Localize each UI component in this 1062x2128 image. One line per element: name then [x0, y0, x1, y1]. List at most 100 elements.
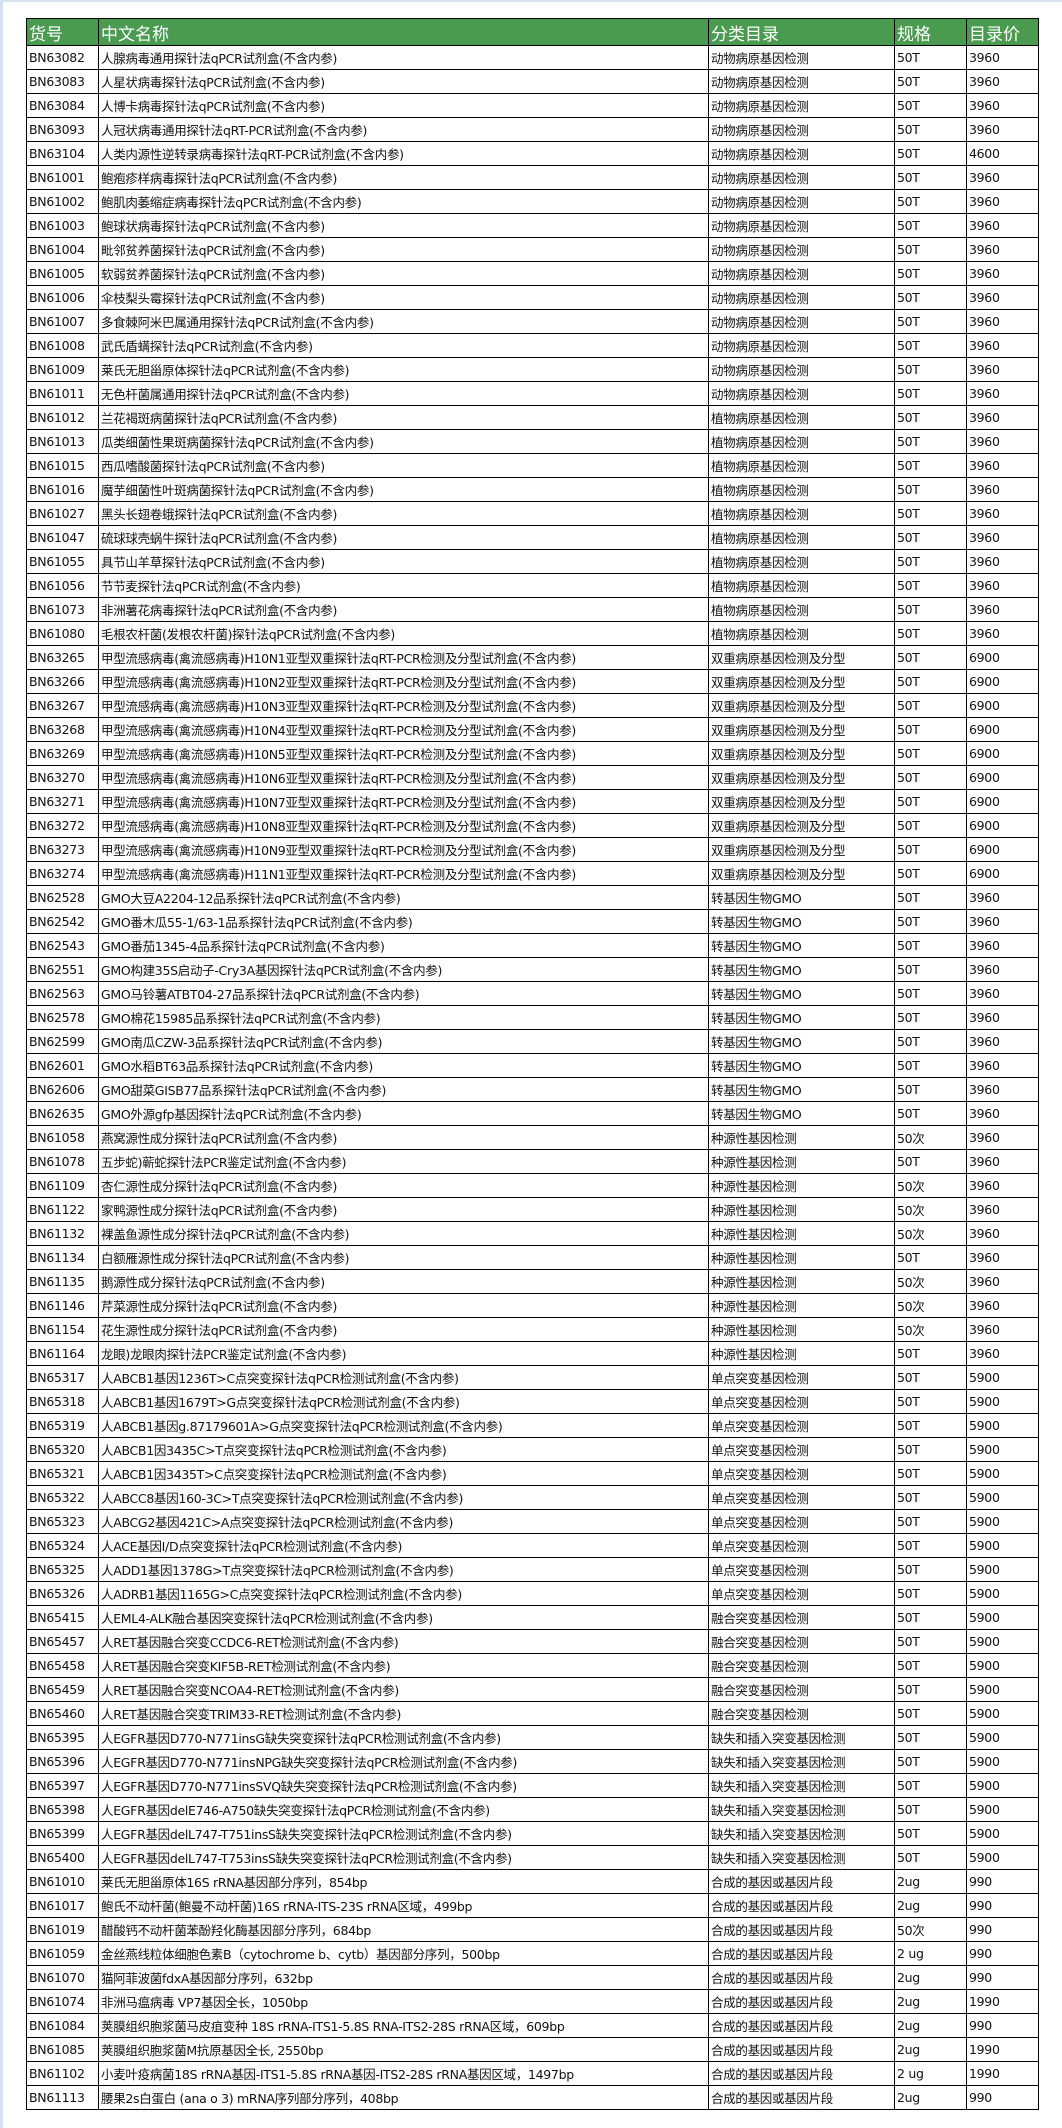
spec-cell: 50T: [894, 765, 967, 790]
product-name-cell: 鲍疱疹样病毒探针法qPCR试剂盒(不含内参): [98, 165, 709, 190]
table-row: BN65396 人EGFR基因D770-N771insNPG缺失突变探针法qPCR…: [26, 1749, 1039, 1774]
column-header-name: 中文名称: [98, 18, 709, 46]
table-row: BN61073 非洲薯花病毒探针法qPCR试剂盒(不含内参) 植物病原基因检测 50T…: [26, 597, 1039, 622]
category-cell: 单点突变基因检测: [708, 1557, 895, 1582]
product-name-cell: 人ABCB1基因g.87179601A>G点突变探针法qPCR检测试剂盒(不含内…: [98, 1413, 709, 1438]
product-code-cell: BN63266: [26, 669, 99, 694]
table-row: BN65400 人EGFR基因delL747-T753insS缺失突变探针法qPC…: [26, 1845, 1039, 1870]
product-name-cell: 人ADRB1基因1165G>C点突变探针法qPCR检测试剂盒(不含内参): [98, 1581, 709, 1606]
category-cell: 双重病原基因检测及分型: [708, 669, 895, 694]
product-code-cell: BN61004: [26, 237, 99, 262]
spec-cell: 50T: [894, 1365, 967, 1390]
product-name-cell: 西瓜嗜酸菌探针法qPCR试剂盒(不含内参): [98, 453, 709, 478]
product-name-cell: 人RET基因融合突变NCOA4-RET检测试剂盒(不含内参): [98, 1677, 709, 1702]
product-code-cell: BN63267: [26, 693, 99, 718]
price-cell: 5900: [966, 1701, 1039, 1726]
price-cell: 6900: [966, 789, 1039, 814]
table-row: BN61007 多食棘阿米巴属通用探针法qPCR试剂盒(不含内参) 动物病原基因检测…: [26, 309, 1039, 334]
product-code-cell: BN61002: [26, 189, 99, 214]
category-cell: 融合突变基因检测: [708, 1629, 895, 1654]
product-code-cell: BN63272: [26, 813, 99, 838]
product-code-cell: BN61017: [26, 1893, 99, 1918]
spec-cell: 50T: [894, 1389, 967, 1414]
price-cell: 3960: [966, 1077, 1039, 1102]
category-cell: 种源性基因检测: [708, 1245, 895, 1270]
window-frame-left: [0, 0, 3, 2128]
spec-cell: 2ug: [894, 1893, 967, 1918]
table-row: BN61109 杏仁源性成分探针法qPCR试剂盒(不含内参) 种源性基因检测 50次 3…: [26, 1173, 1039, 1198]
price-cell: 6900: [966, 717, 1039, 742]
category-cell: 转基因生物GMO: [708, 1053, 895, 1078]
product-name-cell: 人ABCB1基因1679T>G点突变探针法qPCR检测试剂盒(不含内参): [98, 1389, 709, 1414]
product-name-cell: 非洲薯花病毒探针法qPCR试剂盒(不含内参): [98, 597, 709, 622]
price-cell: 3960: [966, 405, 1039, 430]
spec-cell: 2ug: [894, 1989, 967, 2014]
product-name-cell: 腰果2s白蛋白 (ana o 3) mRNA序列部分序列，408bp: [98, 2085, 709, 2110]
table-row: BN65325 人ADD1基因1378G>T点突变探针法qPCR检测试剂盒(不含内…: [26, 1557, 1039, 1582]
product-code-cell: BN61011: [26, 381, 99, 406]
table-row: BN62528 GMO大豆A2204-12品系探针法qPCR试剂盒(不含内参) 转基…: [26, 885, 1039, 910]
price-cell: 3960: [966, 237, 1039, 262]
category-cell: 转基因生物GMO: [708, 1101, 895, 1126]
table-row: BN62543 GMO番茄1345-4品系探针法qPCR试剂盒(不含内参) 转基因生…: [26, 933, 1039, 958]
product-name-cell: 人RET基因融合突变TRIM33-RET检测试剂盒(不含内参): [98, 1701, 709, 1726]
table-row: BN61003 鲍球状病毒探针法qPCR试剂盒(不含内参) 动物病原基因检测 50T 3…: [26, 213, 1039, 238]
product-code-cell: BN61154: [26, 1317, 99, 1342]
table-row: BN65399 人EGFR基因delL747-T751insS缺失突变探针法qPC…: [26, 1821, 1039, 1846]
table-row: BN65323 人ABCG2基因421C>A点突变探针法qPCR检测试剂盒(不含内…: [26, 1509, 1039, 1534]
spec-cell: 50T: [894, 549, 967, 574]
price-cell: 3960: [966, 309, 1039, 334]
price-cell: 3960: [966, 1269, 1039, 1294]
table-row: BN62578 GMO棉花15985品系探针法qPCR试剂盒(不含内参) 转基因生物…: [26, 1005, 1039, 1030]
spec-cell: 50T: [894, 669, 967, 694]
category-cell: 种源性基因检测: [708, 1197, 895, 1222]
product-code-cell: BN61013: [26, 429, 99, 454]
spec-cell: 50T: [894, 1773, 967, 1798]
spec-cell: 50T: [894, 861, 967, 886]
price-cell: 3960: [966, 549, 1039, 574]
product-code-cell: BN63270: [26, 765, 99, 790]
product-code-cell: BN61010: [26, 1869, 99, 1894]
spec-cell: 50T: [894, 741, 967, 766]
spec-cell: 2 ug: [894, 1941, 967, 1966]
category-cell: 融合突变基因检测: [708, 1605, 895, 1630]
table-row: BN61027 黑头长翅卷蛾探针法qPCR试剂盒(不含内参) 植物病原基因检测 50T…: [26, 501, 1039, 526]
price-cell: 3960: [966, 981, 1039, 1006]
product-name-cell: 人RET基因融合突变KIF5B-RET检测试剂盒(不含内参): [98, 1653, 709, 1678]
spec-cell: 50T: [894, 261, 967, 286]
category-cell: 动物病原基因检测: [708, 285, 895, 310]
product-code-cell: BN61047: [26, 525, 99, 550]
category-cell: 转基因生物GMO: [708, 909, 895, 934]
product-name-cell: 鹅源性成分探针法qPCR试剂盒(不含内参): [98, 1269, 709, 1294]
price-cell: 5900: [966, 1485, 1039, 1510]
table-row: BN61004 毗邻贫养菌探针法qPCR试剂盒(不含内参) 动物病原基因检测 50T 3…: [26, 237, 1039, 262]
product-name-cell: 白额雁源性成分探针法qPCR试剂盒(不含内参): [98, 1245, 709, 1270]
category-cell: 合成的基因或基因片段: [708, 1965, 895, 1990]
table-row: BN61102 小麦叶疫病菌18S rRNA基因-ITS1-5.8S rRNA基因…: [26, 2061, 1039, 2086]
product-name-cell: 人类内源性逆转录病毒探针法qRT-PCR试剂盒(不含内参): [98, 141, 709, 166]
category-cell: 动物病原基因检测: [708, 117, 895, 142]
product-code-cell: BN61132: [26, 1221, 99, 1246]
product-code-cell: BN61056: [26, 573, 99, 598]
category-cell: 动物病原基因检测: [708, 309, 895, 334]
price-cell: 990: [966, 2013, 1039, 2038]
spec-cell: 50T: [894, 333, 967, 358]
spec-cell: 2ug: [894, 1869, 967, 1894]
category-cell: 动物病原基因检测: [708, 213, 895, 238]
product-name-cell: 瓜类细菌性果斑病菌探针法qPCR试剂盒(不含内参): [98, 429, 709, 454]
price-cell: 990: [966, 1917, 1039, 1942]
category-cell: 单点突变基因检测: [708, 1413, 895, 1438]
spec-cell: 50T: [894, 933, 967, 958]
price-cell: 6900: [966, 645, 1039, 670]
price-cell: 3960: [966, 357, 1039, 382]
spec-cell: 50T: [894, 621, 967, 646]
price-cell: 3960: [966, 93, 1039, 118]
table-row: BN61134 白额雁源性成分探针法qPCR试剂盒(不含内参) 种源性基因检测 50T…: [26, 1245, 1039, 1270]
table-row: BN61135 鹅源性成分探针法qPCR试剂盒(不含内参) 种源性基因检测 50次 39…: [26, 1269, 1039, 1294]
product-code-cell: BN63104: [26, 141, 99, 166]
table-row: BN62606 GMO甜菜GISB77品系探针法qPCR试剂盒(不含内参) 转基因生…: [26, 1077, 1039, 1102]
category-cell: 植物病原基因检测: [708, 477, 895, 502]
category-cell: 转基因生物GMO: [708, 957, 895, 982]
table-row: BN61019 醋酸钙不动杆菌苯酚羟化酶基因部分序列，684bp 合成的基因或基因片…: [26, 1917, 1039, 1942]
spec-cell: 50T: [894, 381, 967, 406]
